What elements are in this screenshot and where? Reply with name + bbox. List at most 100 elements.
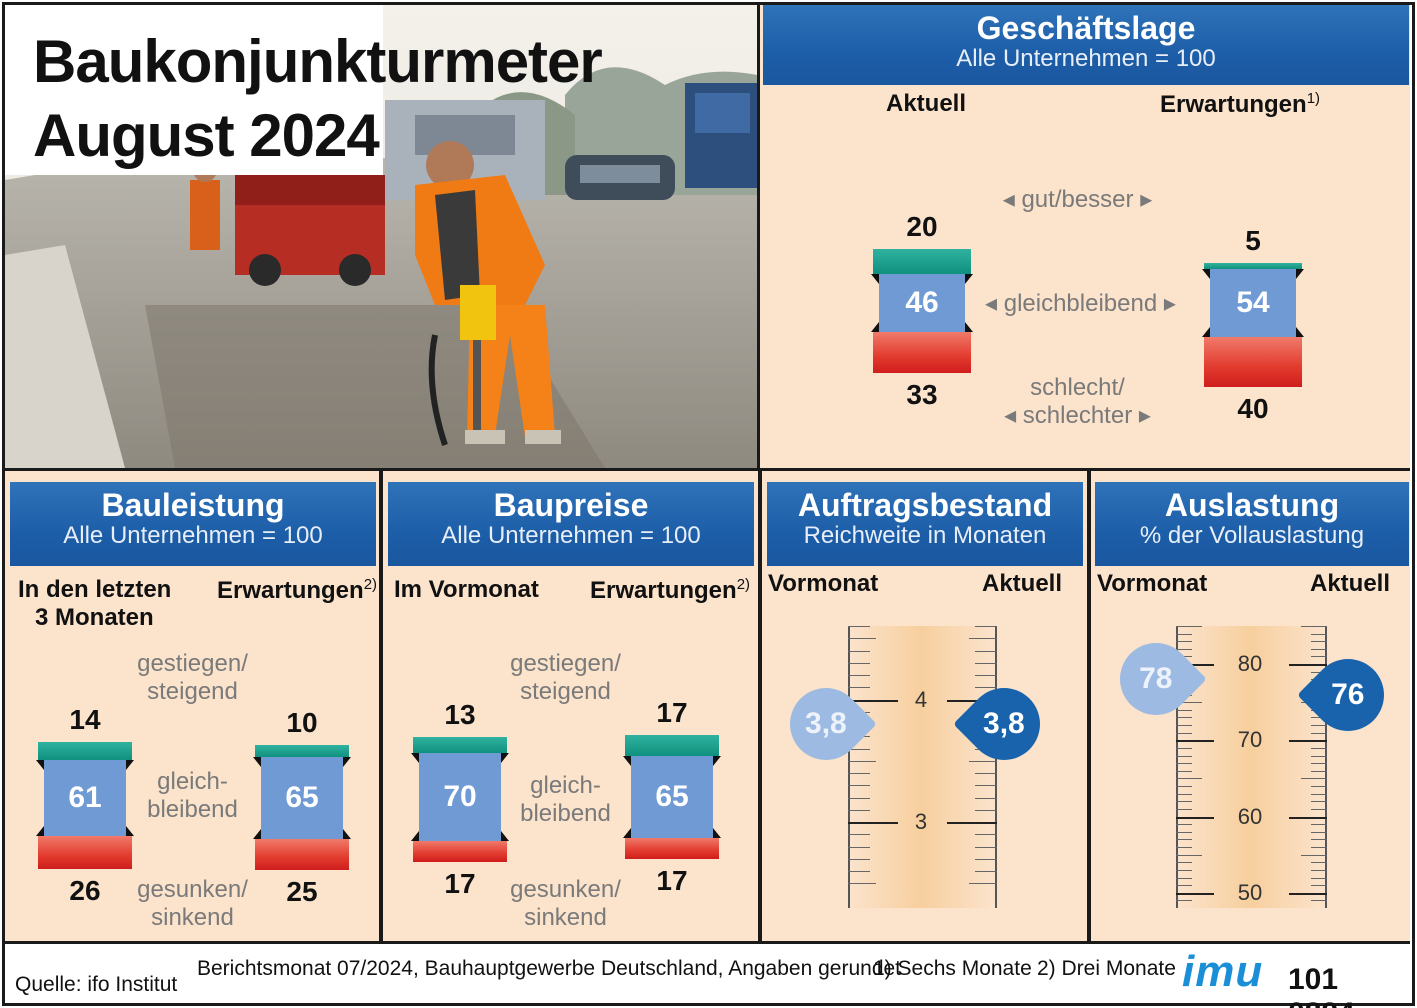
gauge-tick [1176,786,1192,788]
value-marker-current-label: 3,8 [983,707,1025,741]
gauge-tick [975,626,997,627]
cat-schlecht-line1: schlecht/ [1030,374,1125,401]
gauge-tick [969,883,997,885]
cat-line: gleich- [530,772,601,799]
cat-gleichbleibend: ◂ gleichbleibend ▸ [985,290,1176,317]
value-label-top: 14 [69,704,101,736]
gauge-tick [975,871,997,873]
bar-segment-top [255,744,349,758]
gauge-tick [1176,831,1192,833]
gauge-tick [848,822,898,825]
gauge-tick [1176,793,1192,795]
gauge-tick [947,822,997,825]
auslastung-col-right: Aktuell [1310,570,1391,597]
bar-corner-marker [411,830,419,841]
baupreise-cat-bot: gesunken/sinkend [503,876,628,932]
gauge-tick [1311,824,1327,826]
gauge-tick [848,846,870,848]
bar-corner-marker [713,827,721,838]
gauge-tick [1176,633,1192,635]
divider-1 [379,471,383,943]
auslastung-title: Auslastung [1164,487,1340,523]
gauge-tick-label: 50 [1237,879,1263,905]
bar-segment-top [625,735,719,757]
gauge-tick [1176,717,1192,719]
gauge-tick [1301,778,1327,780]
bar-corner-marker [253,828,261,839]
gauge-tick [1289,664,1327,667]
gauge-tick [1311,900,1327,902]
bar-segment-top [1204,263,1302,270]
gauge-tick [848,638,876,640]
gauge-tick [1176,847,1192,849]
gauge-tick [1176,801,1192,803]
value-label-bottom: 26 [69,874,101,906]
gauge-tick [1176,900,1192,902]
gauge-rail [1176,626,1178,908]
baupreise-subtitle: Alle Unternehmen = 100 [441,522,701,549]
gauge-tick [1176,770,1192,772]
source-text: Quelle: ifo Institut [15,973,178,996]
gauge-tick [1176,702,1202,704]
value-marker-current-label: 76 [1331,677,1365,711]
gauge-tick [1289,740,1327,743]
graphic-code: 101 0824 [1288,963,1355,1008]
value-marker-prev-label: 78 [1139,662,1173,696]
bar-corner-marker [411,753,419,764]
bar-corner-marker [501,753,509,764]
gauge-tick [1176,755,1192,757]
value-label-bottom: 17 [656,864,688,896]
gauge-tick [1176,885,1192,887]
bar-segment-middle: 61 [44,759,126,837]
gauge-rail [1325,626,1327,908]
gauge-tick [848,785,870,787]
gauge-tick [1311,885,1327,887]
imu-logo: imu [1182,947,1264,996]
gauge-tick [1311,801,1327,803]
gauge-tick [848,858,870,860]
bar-segment-bottom [625,837,719,859]
gauge-tick [1176,869,1192,871]
gauge-tick [1311,839,1327,841]
bar-corner-marker [36,826,44,837]
gauge-tick [848,626,870,627]
gauge-tick [1176,892,1214,895]
gauge-tick [1176,877,1192,879]
bar-corner-marker [1202,326,1210,337]
baupreise-cat-mid: gleich-bleibend [503,772,628,828]
divider-2 [758,471,762,943]
footnote-marker: 1) [1306,90,1321,107]
gauge-tick [1176,626,1202,627]
bar-corner-marker [36,759,44,770]
gauge-tick [848,871,870,873]
geschaeftslage-subtitle: Alle Unternehmen = 100 [956,45,1216,72]
value-label-bottom: 33 [906,379,938,410]
gauge-tick [1176,725,1192,727]
gauge-tick [1176,732,1192,734]
gauge-tick [1176,808,1192,810]
divider-horizontal [5,468,1410,471]
cat-line: gestiegen/ [137,650,248,677]
divider-photo [757,5,760,468]
baupreise-col-left: Im Vormonat [394,576,539,603]
cat-gut-besser-text: gut/besser [1021,186,1134,213]
bauleistung-cat-top: gestiegen/steigend [130,650,255,706]
cat-line: gesunken/ [137,876,248,903]
geschaeftslage-col-right-text: Erwartungen [1160,91,1307,118]
bauleistung-title: Bauleistung [101,487,285,523]
gauge-tick-label: 60 [1237,803,1263,829]
gauge-tick [1311,717,1327,719]
divider-3 [1087,471,1091,943]
gauge-tick [1176,664,1214,667]
bar-segment-middle: 70 [419,753,501,841]
bauleistung-col-left-1: In den letzten [18,576,172,603]
bar-corner-marker [713,756,721,767]
bar-corner-marker [253,757,261,768]
gauge-tick [1311,747,1327,749]
gauge-tick [1176,816,1214,819]
gauge-rail [848,626,850,908]
value-label-top: 17 [656,697,688,729]
bar-corner-marker [126,759,134,770]
gauge-tick [848,834,870,836]
gauge-rail [995,626,997,908]
